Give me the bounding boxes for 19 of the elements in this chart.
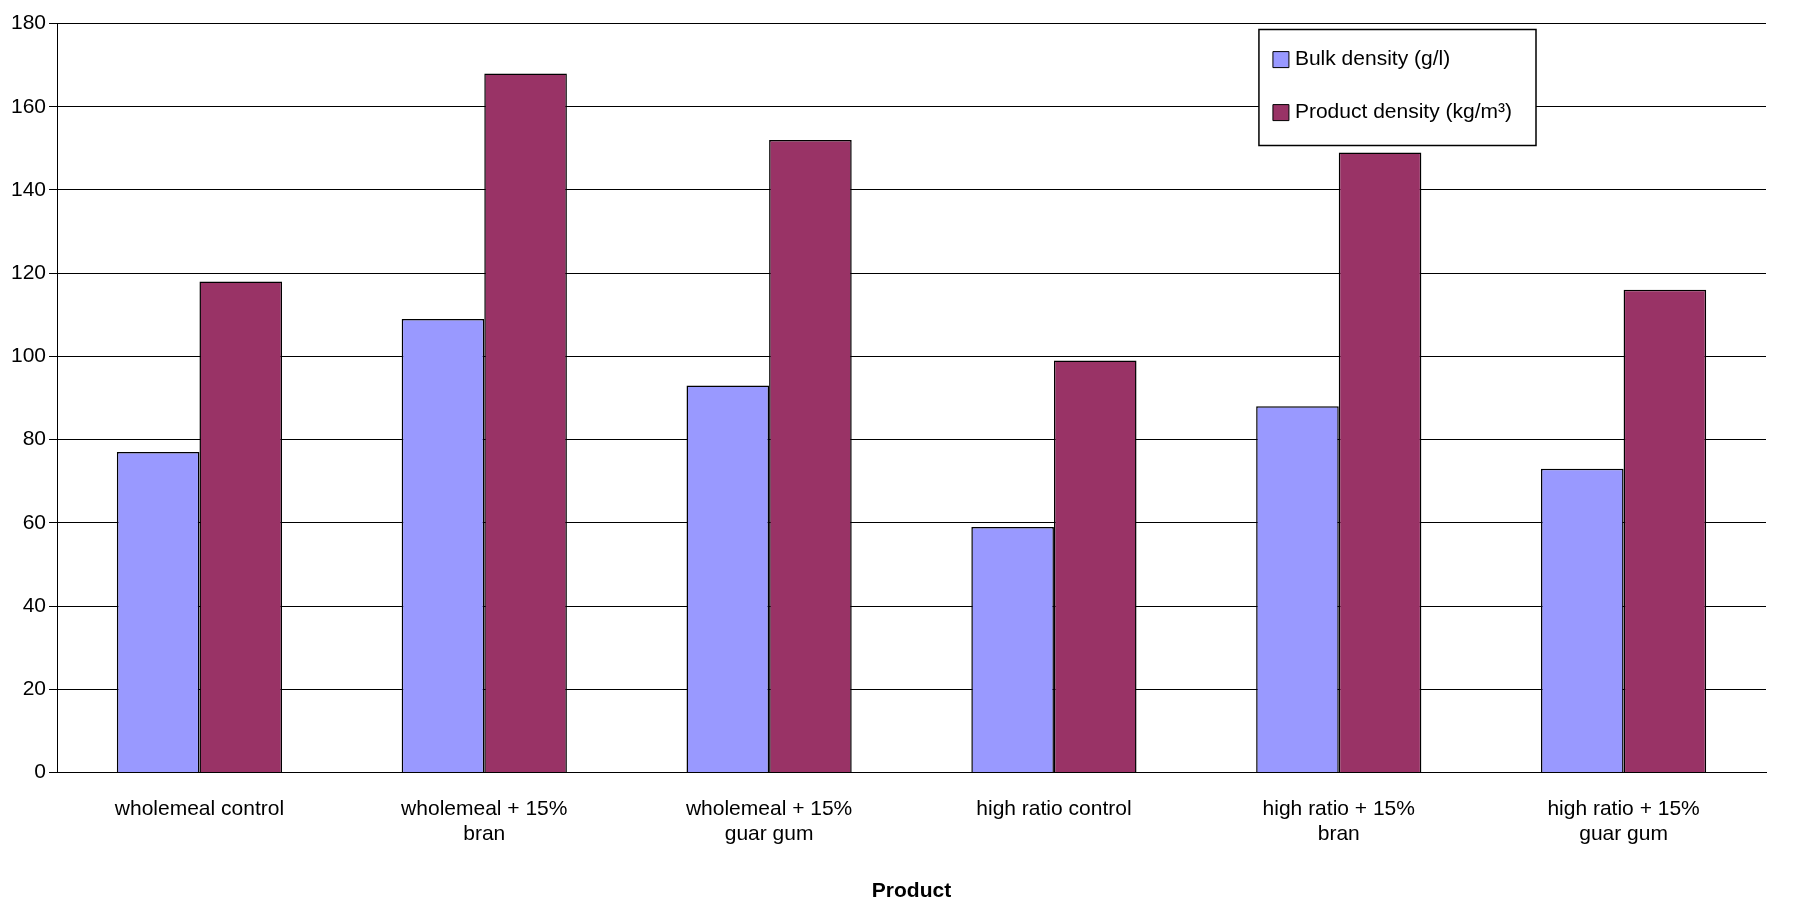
y-tick-label: 180 — [10, 10, 47, 34]
x-tick-label: high ratio control — [976, 795, 1132, 819]
y-tick-label: 120 — [10, 260, 47, 283]
y-tick-label: 20 — [22, 676, 47, 699]
y-tick-label: 100 — [10, 343, 47, 367]
y-tick-label: 160 — [10, 93, 47, 117]
y-tick-label: 80 — [22, 426, 47, 450]
x-tick-label: wholemeal + 15% guar gum — [684, 795, 853, 844]
y-tick-label: 40 — [22, 592, 47, 616]
x-tick-label: high ratio + 15% bran — [1262, 795, 1415, 844]
x-tick-label: wholemeal + 15% bran — [400, 795, 568, 844]
y-tick-label: 60 — [22, 509, 47, 533]
x-tick-label: wholemeal control — [113, 795, 285, 819]
legend-label: Product density (kg/m³) — [1294, 99, 1513, 123]
x-tick-label: high ratio + 15% guar gum — [1547, 795, 1700, 844]
y-tick-label: 0 — [34, 759, 47, 783]
x-axis-title: Product — [871, 878, 952, 902]
legend-label: Bulk density (g/l) — [1294, 46, 1451, 70]
y-tick-label: 140 — [10, 176, 47, 200]
